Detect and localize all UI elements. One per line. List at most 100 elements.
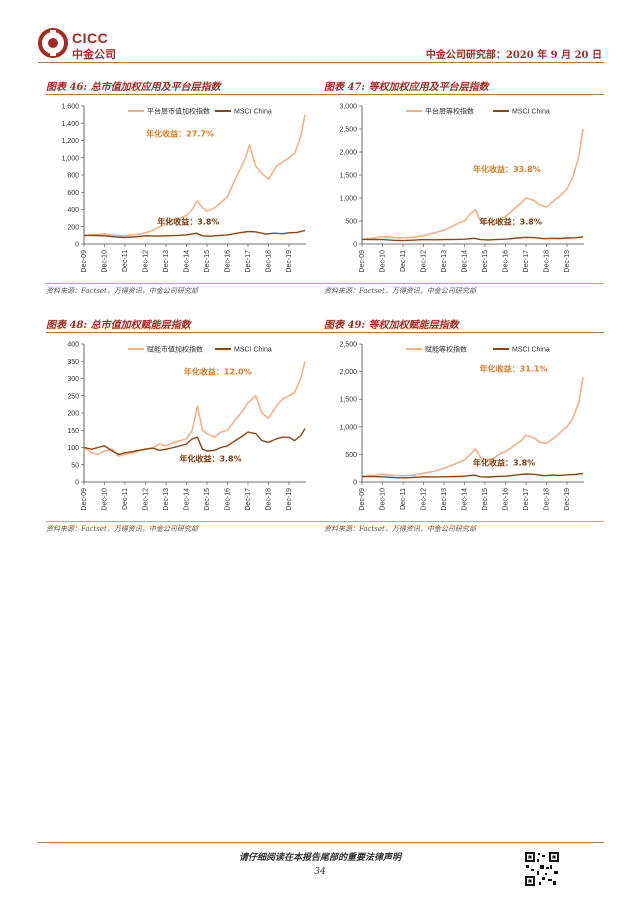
legend-label: 平台层等权指数	[425, 107, 474, 116]
figure-title-rule	[46, 332, 326, 333]
x-tick-label: Dec-15	[482, 250, 489, 273]
x-tick-label: Dec-17	[245, 250, 252, 273]
figure-title-rule	[46, 94, 326, 95]
chart-48: 0 50 100 150 200 250 300 350 400 Dec-09 Dec-10 Dec-…	[67, 342, 306, 511]
y-tick-label: 1,600	[61, 104, 79, 111]
y-tick-label: 400	[67, 342, 79, 349]
y-tick-label: 150	[67, 428, 79, 435]
x-tick-label: Dec-09	[81, 488, 88, 511]
annotation-index-return: 年化收益：12.0%	[184, 366, 252, 376]
index-series-line	[83, 114, 306, 237]
source-rule	[324, 283, 604, 284]
figure-49: 图表 49: 等权加权赋能层指数 0 500 1,000 1,500 2,000 2,50…	[324, 316, 604, 541]
source-note: 资料来源：Factset，万得资讯，中金公司研究部	[324, 525, 476, 533]
y-tick-label: 1,000	[61, 155, 79, 162]
x-tick-label: Dec-16	[502, 488, 509, 511]
x-tick-label: Dec-10	[379, 488, 386, 511]
annotation-msci-return: 年化收益：3.8%	[179, 453, 241, 463]
legend-label: 赋能市值加权指数	[147, 345, 203, 354]
annotation-index-return: 年化收益：27.7%	[146, 128, 214, 138]
source-note: 资料来源：Factset，万得资讯，中金公司研究部	[46, 525, 198, 533]
annotation-msci-return: 年化收益：3.8%	[473, 457, 535, 467]
chart-49: 0 500 1,000 1,500 2,000 2,500 Dec-09 Dec-10 Dec-…	[339, 342, 584, 511]
figure-48: 图表 48: 总市值加权赋能层指数 0 50 100 150 200 250 300 350 4…	[46, 316, 326, 541]
y-tick-label: 500	[345, 452, 357, 459]
x-tick-label: Dec-13	[441, 250, 448, 273]
x-tick-label: Dec-15	[482, 488, 489, 511]
x-tick-label: Dec-16	[224, 488, 231, 511]
index-series-line	[361, 376, 584, 478]
x-tick-label: Dec-10	[101, 250, 108, 273]
y-tick-label: 300	[67, 376, 79, 383]
x-tick-label: Dec-17	[523, 488, 530, 511]
legal-disclaimer: 请仔细阅读在本报告尾部的重要法律声明	[238, 853, 401, 863]
x-tick-label: Dec-12	[142, 488, 149, 511]
figure-47: 图表 47: 等权加权应用及平台层指数 0 500 1,000 1,500 2,000 2…	[324, 78, 604, 303]
y-tick-label: 1,400	[61, 121, 79, 128]
msci-china-series-line	[83, 229, 306, 239]
figure-title: 图表 48: 总市值加权赋能层指数	[46, 320, 191, 331]
x-tick-label: Dec-10	[379, 250, 386, 273]
x-tick-label: Dec-19	[564, 488, 571, 511]
y-tick-label: 2,000	[339, 369, 357, 376]
x-tick-label: Dec-09	[359, 488, 366, 511]
x-tick-label: Dec-18	[543, 488, 550, 511]
x-tick-label: Dec-11	[400, 250, 407, 272]
y-tick-label: 250	[67, 393, 79, 400]
x-tick-label: Dec-17	[523, 250, 530, 273]
y-tick-label: 0	[75, 480, 79, 487]
x-tick-label: Dec-09	[81, 250, 88, 273]
y-tick-label: 1,500	[339, 397, 357, 404]
x-tick-label: Dec-19	[564, 250, 571, 273]
x-tick-label: Dec-14	[461, 250, 468, 273]
legend-label: 赋能等权指数	[425, 345, 467, 354]
y-tick-label: 0	[75, 242, 79, 249]
y-tick-label: 1,000	[339, 196, 357, 203]
x-tick-label: Dec-10	[101, 488, 108, 511]
x-tick-label: Dec-16	[224, 250, 231, 273]
legend-label: MSCI China	[234, 347, 272, 354]
y-tick-label: 3,000	[339, 104, 357, 111]
y-tick-label: 400	[67, 207, 79, 214]
index-series-line	[361, 128, 584, 241]
source-rule	[46, 521, 326, 522]
index-series-line	[83, 361, 306, 457]
x-tick-label: Dec-19	[286, 488, 293, 511]
figure-title: 图表 47: 等权加权应用及平台层指数	[324, 82, 489, 93]
x-tick-label: Dec-12	[420, 488, 427, 511]
legend-label: MSCI China	[512, 347, 550, 354]
y-tick-label: 600	[67, 190, 79, 197]
annotation-msci-return: 年化收益：3.8%	[157, 217, 219, 227]
figure-title: 图表 49: 等权加权赋能层指数	[324, 320, 459, 331]
x-tick-label: Dec-15	[204, 488, 211, 511]
x-tick-label: Dec-18	[265, 250, 272, 273]
page-number: 34	[314, 867, 326, 877]
msci-china-series-line	[361, 472, 584, 479]
x-tick-label: Dec-14	[461, 488, 468, 511]
x-tick-label: Dec-18	[265, 488, 272, 511]
x-tick-label: Dec-11	[122, 250, 129, 272]
logo-text-top: CICC	[72, 30, 109, 46]
qr-code-icon[interactable]	[524, 851, 560, 887]
source-rule	[46, 283, 326, 284]
source-note: 资料来源：Factset，万得资讯，中金公司研究部	[324, 287, 476, 295]
legend-label: MSCI China	[512, 109, 550, 116]
x-tick-label: Dec-12	[142, 250, 149, 273]
legend-label: MSCI China	[234, 109, 272, 116]
y-tick-label: 1,200	[61, 138, 79, 145]
chart-47: 0 500 1,000 1,500 2,000 2,500 3,000 Dec-09 Dec-1…	[339, 104, 584, 273]
y-tick-label: 200	[67, 224, 79, 231]
header-divider	[38, 62, 604, 63]
y-tick-label: 1,000	[339, 424, 357, 431]
legend-label: 平台层市值加权指数	[147, 107, 210, 116]
source-note: 资料来源：Factset，万得资讯，中金公司研究部	[46, 287, 198, 295]
y-tick-label: 800	[67, 173, 79, 180]
logo-text-bottom: 中金公司	[72, 48, 116, 61]
x-tick-label: Dec-12	[420, 250, 427, 273]
x-tick-label: Dec-16	[502, 250, 509, 273]
figure-title: 图表 46: 总市值加权应用及平台层指数	[46, 82, 221, 93]
x-tick-label: Dec-19	[286, 250, 293, 273]
y-tick-label: 100	[67, 445, 79, 452]
y-tick-label: 1,500	[339, 173, 357, 180]
y-tick-label: 200	[67, 411, 79, 418]
